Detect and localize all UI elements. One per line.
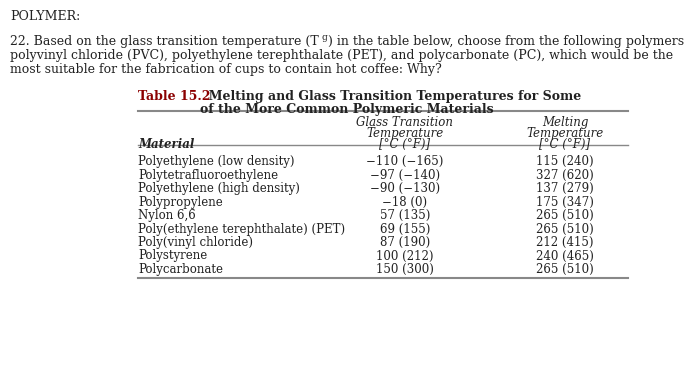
Text: 175 (347): 175 (347) xyxy=(536,196,594,208)
Text: Glass Transition: Glass Transition xyxy=(356,116,454,129)
Text: of the More Common Polymeric Materials: of the More Common Polymeric Materials xyxy=(200,103,494,116)
Text: −97 (−140): −97 (−140) xyxy=(370,169,440,181)
Text: 240 (465): 240 (465) xyxy=(536,249,594,263)
Text: Melting and Glass Transition Temperatures for Some: Melting and Glass Transition Temperature… xyxy=(200,90,581,103)
Text: Polytetrafluoroethylene: Polytetrafluoroethylene xyxy=(138,169,278,181)
Text: Material: Material xyxy=(138,138,195,151)
Text: ) in the table below, choose from the following polymers: ) in the table below, choose from the fo… xyxy=(328,35,684,48)
Text: Melting: Melting xyxy=(542,116,588,129)
Text: Polystyrene: Polystyrene xyxy=(138,249,207,263)
Text: 115 (240): 115 (240) xyxy=(536,155,594,168)
Text: −18 (0): −18 (0) xyxy=(382,196,428,208)
Text: 265 (510): 265 (510) xyxy=(536,263,594,276)
Text: 327 (620): 327 (620) xyxy=(536,169,594,181)
Text: 57 (135): 57 (135) xyxy=(380,209,430,222)
Text: Polypropylene: Polypropylene xyxy=(138,196,223,208)
Text: Table 15.2: Table 15.2 xyxy=(138,90,211,103)
Text: 69 (155): 69 (155) xyxy=(380,223,430,236)
Text: −90 (−130): −90 (−130) xyxy=(370,182,440,195)
Text: 100 (212): 100 (212) xyxy=(377,249,434,263)
Text: 265 (510): 265 (510) xyxy=(536,223,594,236)
Text: 212 (415): 212 (415) xyxy=(536,236,594,249)
Text: Poly(vinyl chloride): Poly(vinyl chloride) xyxy=(138,236,253,249)
Text: [°C (°F)]: [°C (°F)] xyxy=(379,138,430,151)
Text: polyvinyl chloride (PVC), polyethylene terephthalate (PET), and polycarbonate (P: polyvinyl chloride (PVC), polyethylene t… xyxy=(10,49,673,62)
Text: −110 (−165): −110 (−165) xyxy=(366,155,444,168)
Text: Temperature: Temperature xyxy=(526,127,603,140)
Text: 22. Based on the glass transition temperature (T: 22. Based on the glass transition temper… xyxy=(10,35,318,48)
Text: 150 (300): 150 (300) xyxy=(376,263,434,276)
Text: Poly(ethylene terephthalate) (PET): Poly(ethylene terephthalate) (PET) xyxy=(138,223,345,236)
Text: Polycarbonate: Polycarbonate xyxy=(138,263,223,276)
Text: Temperature: Temperature xyxy=(366,127,444,140)
Text: Polyethylene (low density): Polyethylene (low density) xyxy=(138,155,295,168)
Text: 265 (510): 265 (510) xyxy=(536,209,594,222)
Text: Nylon 6,6: Nylon 6,6 xyxy=(138,209,196,222)
Text: g: g xyxy=(322,33,328,42)
Text: 137 (279): 137 (279) xyxy=(536,182,594,195)
Text: 87 (190): 87 (190) xyxy=(380,236,430,249)
Text: POLYMER:: POLYMER: xyxy=(10,10,80,23)
Text: [°C (°F)]: [°C (°F)] xyxy=(540,138,591,151)
Text: Polyethylene (high density): Polyethylene (high density) xyxy=(138,182,300,195)
Text: most suitable for the fabrication of cups to contain hot coffee: Why?: most suitable for the fabrication of cup… xyxy=(10,63,442,76)
